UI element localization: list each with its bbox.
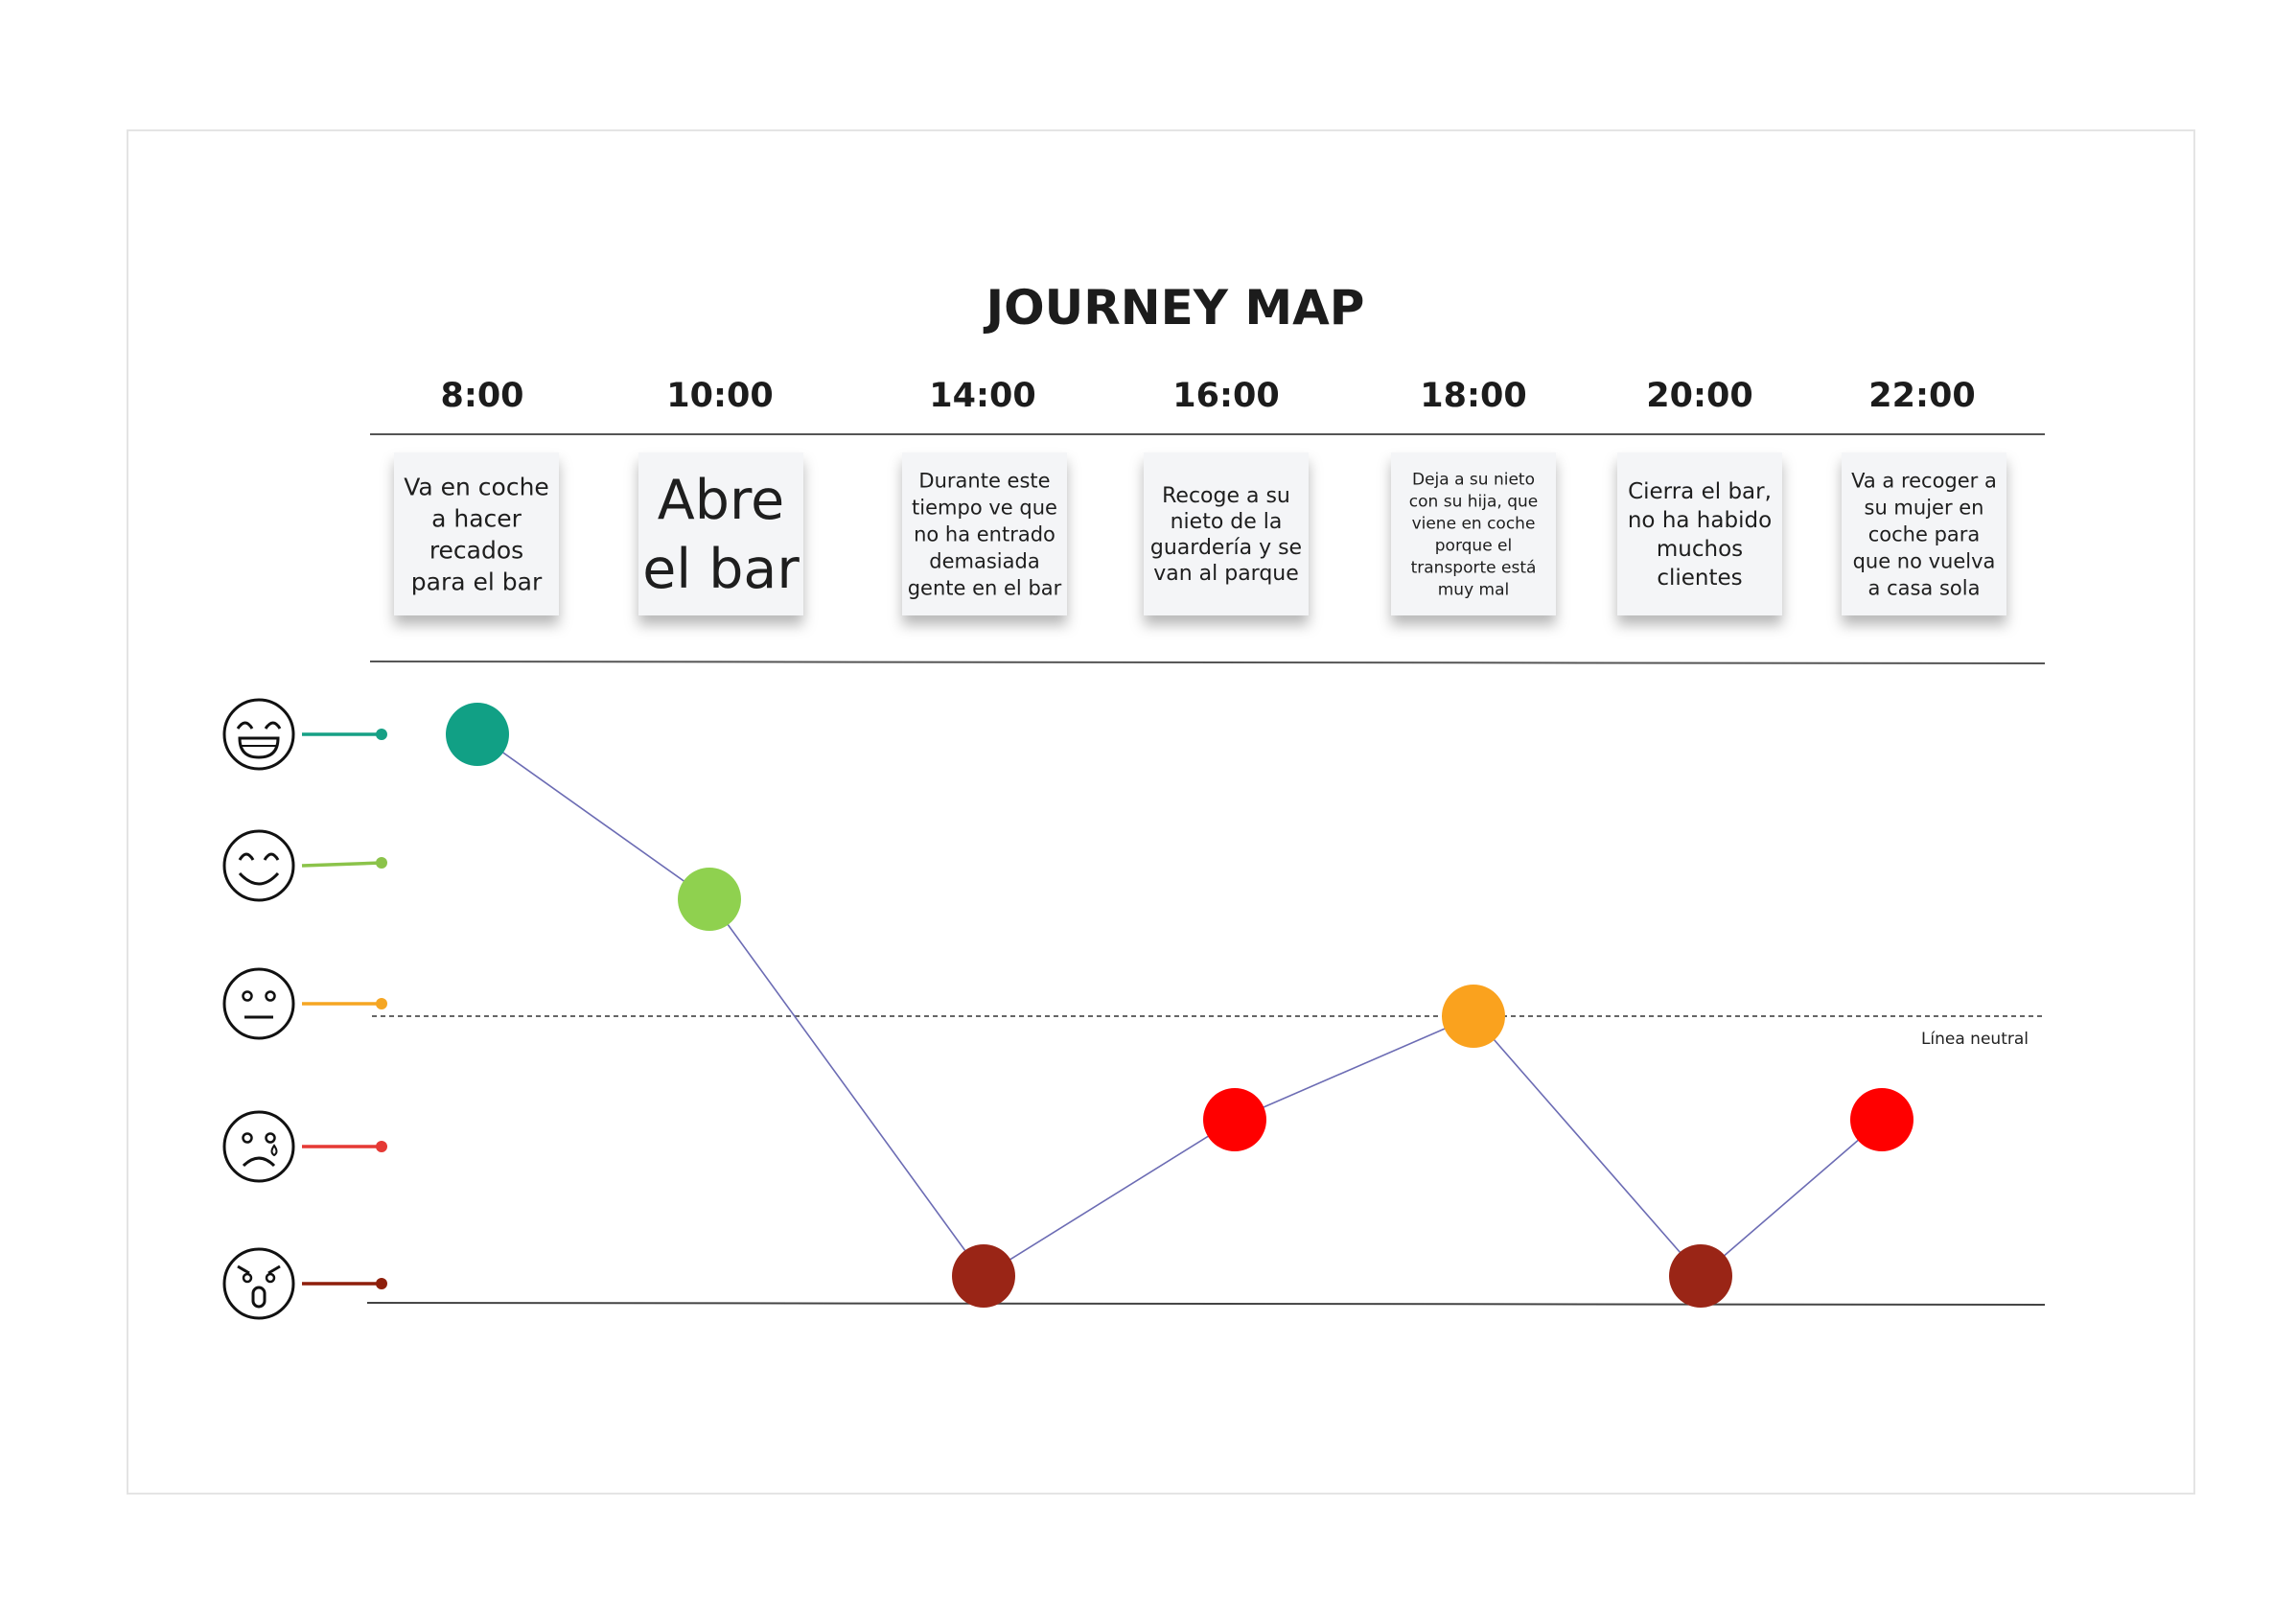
smiling-face-icon: [222, 829, 295, 902]
sticky-note-line: el bar: [642, 538, 800, 601]
angry-face-icon: [222, 1247, 295, 1320]
mood-level-connector: [302, 729, 387, 740]
sticky-note-line: porque el: [1435, 536, 1513, 555]
time-label: 18:00: [1420, 377, 1526, 415]
mood-level-connector: [302, 998, 387, 1009]
sticky-note: Deja a su nieto con su hija, que viene en …: [1391, 452, 1556, 615]
journey-map-frame: [127, 129, 2195, 1495]
sticky-note-line: clientes: [1657, 566, 1742, 591]
sticky-note-paper: [638, 452, 803, 615]
sticky-note-line: Abre: [658, 469, 784, 532]
sticky-note-line: transporte está: [1411, 558, 1537, 577]
sticky-note-line: su mujer en: [1865, 496, 1984, 519]
sticky-note-line: para el bar: [411, 568, 543, 595]
sticky-note-line: Recoge a su: [1162, 484, 1290, 508]
crying-face-icon: [222, 1110, 295, 1183]
sticky-note-line: tiempo ve que: [912, 496, 1057, 519]
sticky-note: Durante este tiempo ve que no ha entrado de…: [902, 452, 1067, 615]
sticky-note-line: demasiada: [929, 549, 1039, 572]
sticky-note-line: muchos: [1657, 537, 1743, 562]
sticky-note-line: gente en el bar: [908, 576, 1062, 599]
page-title: JOURNEY MAP: [984, 280, 1365, 336]
laughing-face-icon: [222, 698, 295, 771]
sticky-note-line: guardería y se: [1150, 536, 1302, 560]
time-label: 10:00: [666, 377, 773, 415]
mood-level-connector: [302, 1278, 387, 1289]
journey-line: [476, 733, 1883, 1278]
time-labels: 8:00 10:00 14:00 16:00 18:00 20:00 22:00: [440, 377, 1975, 415]
mood-point: [1203, 1088, 1266, 1151]
neutral-line-label: Línea neutral: [1921, 1030, 2029, 1049]
sticky-note-line: con su hija, que: [1409, 492, 1538, 511]
sticky-note-paper: [1617, 452, 1782, 615]
time-label: 16:00: [1172, 377, 1279, 415]
mood-scale: [222, 698, 387, 1320]
sticky-note-line: a hacer: [431, 504, 522, 532]
sticky-note-line: Cierra el bar,: [1628, 479, 1772, 504]
mood-point: [678, 868, 741, 931]
sticky-note-line: a casa sola: [1868, 576, 1981, 599]
mood-point: [1850, 1088, 1913, 1151]
sticky-note-paper: [1144, 452, 1309, 615]
time-label: 8:00: [440, 377, 523, 415]
sticky-note-line: recados: [429, 536, 523, 564]
mood-point: [1442, 985, 1505, 1048]
sticky-note-line: Durante este: [918, 469, 1050, 492]
sticky-note-line: Va a recoger a: [1851, 469, 1997, 492]
mood-point: [952, 1244, 1015, 1308]
neutral-face-icon: [222, 967, 295, 1040]
baseline: [366, 1302, 2046, 1306]
mood-level-connector: [302, 1141, 387, 1152]
sticky-note-line: no ha entrado: [914, 522, 1055, 545]
sticky-note-line: no ha habido: [1628, 508, 1772, 533]
sticky-note-line: coche para: [1868, 522, 1981, 545]
sticky-note-line: Va en coche: [404, 473, 549, 500]
sticky-note-line: Deja a su nieto: [1412, 470, 1535, 489]
header-divider-bottom: [369, 661, 2046, 664]
time-label: 20:00: [1646, 377, 1752, 415]
mood-level-connector: [301, 857, 387, 869]
sticky-note-paper: [1842, 452, 2006, 615]
sticky-note-paper: [1391, 452, 1556, 615]
sticky-note: Va en coche a hacer recados para el bar: [394, 452, 559, 615]
sticky-note-line: van al parque: [1153, 562, 1299, 586]
mood-point: [446, 703, 509, 766]
sticky-note: Cierra el bar, no ha habido muchos clientes: [1617, 452, 1782, 615]
mood-point: [1669, 1244, 1732, 1308]
sticky-note-line: muy mal: [1438, 580, 1510, 599]
time-label: 22:00: [1868, 377, 1975, 415]
sticky-note: Va a recoger a su mujer en coche para que n…: [1842, 452, 2006, 615]
sticky-note-line: nieto de la: [1171, 510, 1283, 534]
sticky-notes: Va en coche a hacer recados para el bar Abre…: [394, 452, 2006, 615]
sticky-note-line: que no vuelva: [1853, 549, 1996, 572]
sticky-note-paper: [394, 452, 559, 615]
mood-points: [446, 703, 1913, 1308]
sticky-note-line: viene en coche: [1412, 514, 1536, 533]
sticky-note-paper: [902, 452, 1067, 615]
time-label: 14:00: [929, 377, 1035, 415]
